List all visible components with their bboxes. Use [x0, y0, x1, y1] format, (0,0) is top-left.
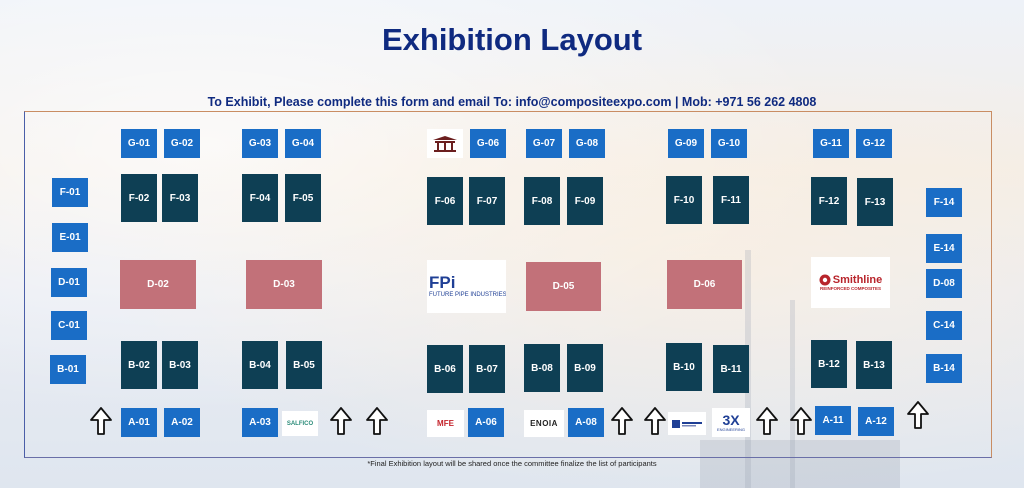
- booth-d-01[interactable]: D-01: [51, 268, 87, 297]
- smithline-logo-icon: [819, 274, 831, 286]
- exhibitor-logo-g-05[interactable]: [427, 129, 463, 158]
- booth-f-04[interactable]: F-04: [242, 174, 278, 222]
- footnote: *Final Exhibition layout will be shared …: [367, 459, 657, 468]
- up-arrow-icon: [366, 407, 388, 435]
- exhibitor-logo-a-05[interactable]: MFE: [427, 410, 464, 437]
- exhibitor-logo-d-07[interactable]: Smithline REINFORCED COMPOSITES: [811, 257, 890, 308]
- booth-d-08[interactable]: D-08: [926, 269, 962, 298]
- up-arrow-icon: [644, 407, 666, 435]
- booth-e-14[interactable]: E-14: [926, 234, 962, 263]
- rig-tower-silhouette: [790, 300, 795, 488]
- booth-f-05[interactable]: F-05: [285, 174, 321, 222]
- exhibitor-logo-d-04[interactable]: FPi FUTURE PIPE INDUSTRIES: [427, 260, 506, 313]
- booth-f-13[interactable]: F-13: [857, 178, 893, 226]
- booth-g-04[interactable]: G-04: [285, 129, 321, 158]
- fpi-logo-name: FUTURE PIPE INDUSTRIES: [429, 292, 506, 298]
- booth-f-06[interactable]: F-06: [427, 177, 463, 225]
- booth-g-08[interactable]: G-08: [569, 129, 605, 158]
- enoia-logo-name: ENOIA: [530, 419, 558, 428]
- booth-f-01[interactable]: F-01: [52, 178, 88, 207]
- booth-b-05[interactable]: B-05: [286, 341, 322, 389]
- booth-b-07[interactable]: B-07: [469, 345, 505, 393]
- booth-g-11[interactable]: G-11: [813, 129, 849, 158]
- booth-a-08[interactable]: A-08: [568, 408, 604, 437]
- booth-b-14[interactable]: B-14: [926, 354, 962, 383]
- booth-f-10[interactable]: F-10: [666, 176, 702, 224]
- booth-g-09[interactable]: G-09: [668, 129, 704, 158]
- booth-b-09[interactable]: B-09: [567, 344, 603, 392]
- booth-b-10[interactable]: B-10: [666, 343, 702, 391]
- booth-c-01[interactable]: C-01: [51, 311, 87, 340]
- booth-g-06[interactable]: G-06: [470, 129, 506, 158]
- page-title: Exhibition Layout: [381, 22, 643, 57]
- booth-f-03[interactable]: F-03: [162, 174, 198, 222]
- booth-g-01[interactable]: G-01: [121, 129, 157, 158]
- company-logo-icon: [672, 419, 702, 428]
- rig-base-silhouette: [700, 440, 900, 488]
- booth-g-07[interactable]: G-07: [526, 129, 562, 158]
- up-arrow-icon: [790, 407, 812, 435]
- pavilion-logo-icon: [433, 135, 457, 152]
- up-arrow-icon: [90, 407, 112, 435]
- booth-f-07[interactable]: F-07: [469, 177, 505, 225]
- booth-d-03[interactable]: D-03: [246, 260, 322, 309]
- up-arrow-icon: [756, 407, 778, 435]
- booth-a-11[interactable]: A-11: [815, 406, 851, 435]
- booth-f-12[interactable]: F-12: [811, 177, 847, 225]
- booth-b-02[interactable]: B-02: [121, 341, 157, 389]
- fpi-logo-mark: FPi: [429, 273, 456, 292]
- booth-e-01[interactable]: E-01: [52, 223, 88, 252]
- exhibitor-logo-a-07[interactable]: ENOIA: [524, 410, 564, 437]
- 3x-logo-tagline: ENGINEERING: [716, 427, 745, 432]
- hall-outline: [24, 111, 992, 458]
- contact-line: To Exhibit, Please complete this form an…: [207, 95, 817, 109]
- booth-b-03[interactable]: B-03: [162, 341, 198, 389]
- booth-b-04[interactable]: B-04: [242, 341, 278, 389]
- booth-d-02[interactable]: D-02: [120, 260, 196, 309]
- booth-f-14[interactable]: F-14: [926, 188, 962, 217]
- booth-a-01[interactable]: A-01: [121, 408, 157, 437]
- up-arrow-icon: [611, 407, 633, 435]
- booth-b-13[interactable]: B-13: [856, 341, 892, 389]
- booth-f-08[interactable]: F-08: [524, 177, 560, 225]
- booth-a-02[interactable]: A-02: [164, 408, 200, 437]
- booth-a-06[interactable]: A-06: [468, 408, 504, 437]
- up-arrow-icon: [330, 407, 352, 435]
- 3x-logo-mark: 3X: [722, 412, 740, 428]
- booth-b-08[interactable]: B-08: [524, 344, 560, 392]
- booth-g-02[interactable]: G-02: [164, 129, 200, 158]
- booth-g-03[interactable]: G-03: [242, 129, 278, 158]
- booth-a-03[interactable]: A-03: [242, 408, 278, 437]
- booth-b-06[interactable]: B-06: [427, 345, 463, 393]
- booth-b-11[interactable]: B-11: [713, 345, 749, 393]
- booth-d-05[interactable]: D-05: [526, 262, 601, 311]
- exhibitor-logo-a-10[interactable]: 3X ENGINEERING: [712, 408, 750, 437]
- booth-f-02[interactable]: F-02: [121, 174, 157, 222]
- booth-b-12[interactable]: B-12: [811, 340, 847, 388]
- booth-b-01[interactable]: B-01: [50, 355, 86, 384]
- exhibitor-logo-a-09[interactable]: [668, 412, 706, 435]
- salfico-logo-name: SALFICO: [286, 420, 314, 427]
- up-arrow-icon: [907, 401, 929, 429]
- booth-d-06[interactable]: D-06: [667, 260, 742, 309]
- booth-f-11[interactable]: F-11: [713, 176, 749, 224]
- booth-c-14[interactable]: C-14: [926, 311, 962, 340]
- booth-a-12[interactable]: A-12: [858, 407, 894, 436]
- exhibitor-logo-a-04[interactable]: SALFICO: [282, 411, 318, 436]
- smithline-logo-tagline: REINFORCED COMPOSITES: [819, 286, 881, 291]
- booth-g-12[interactable]: G-12: [856, 129, 892, 158]
- booth-g-10[interactable]: G-10: [711, 129, 747, 158]
- mfe-logo-name: MFE: [437, 419, 454, 428]
- booth-f-09[interactable]: F-09: [567, 177, 603, 225]
- smithline-logo-name: Smithline: [832, 274, 883, 286]
